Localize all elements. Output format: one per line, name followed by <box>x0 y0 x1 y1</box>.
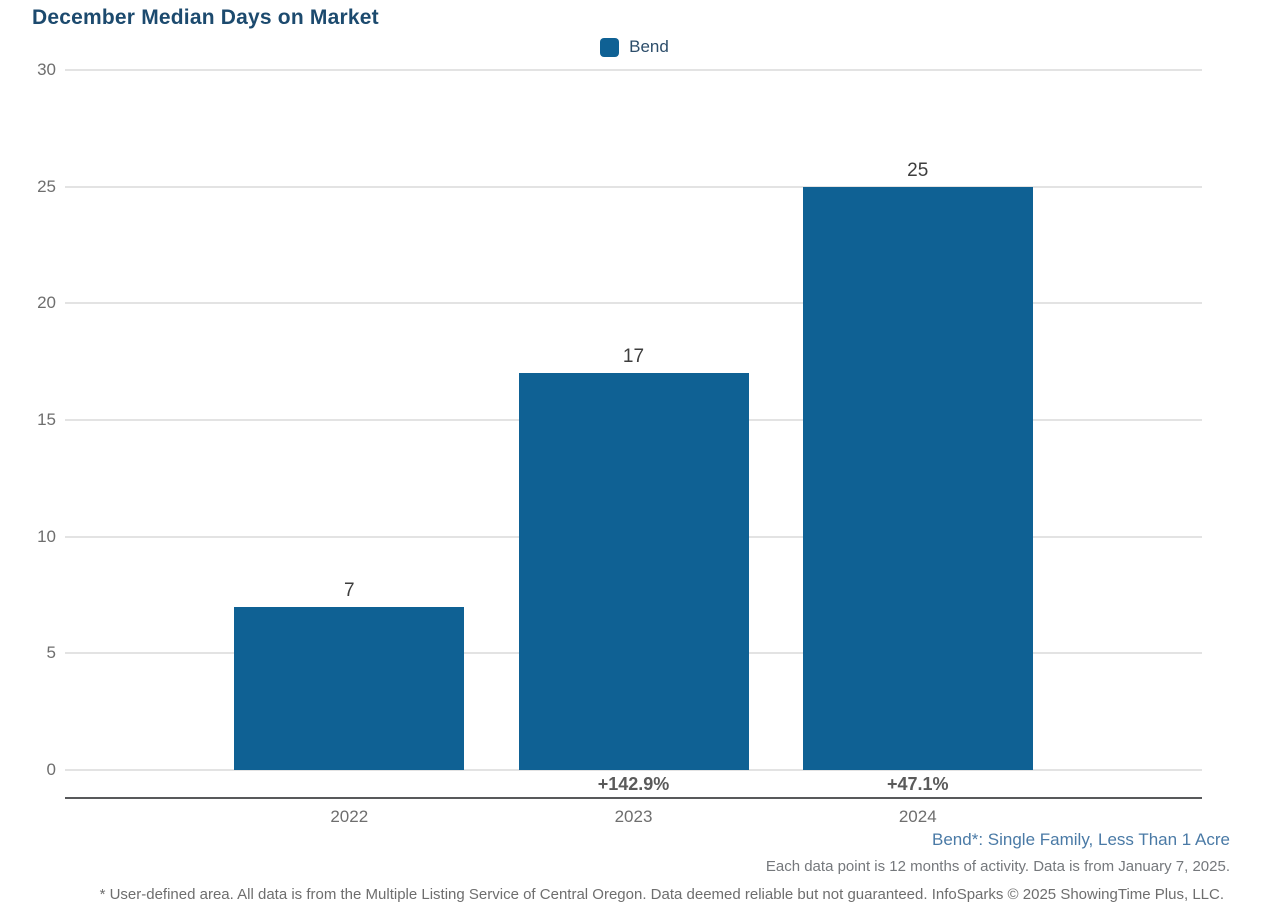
gridline <box>65 769 1202 771</box>
gridline <box>65 185 1202 188</box>
chart-title: December Median Days on Market <box>32 6 379 29</box>
y-tick-label: 20 <box>37 293 56 313</box>
legend-item-bend[interactable]: Bend <box>600 37 669 57</box>
gridline <box>65 302 1202 305</box>
footnote-data-point-note: Each data point is 12 months of activity… <box>765 858 1230 875</box>
y-tick-label: 30 <box>37 60 56 79</box>
pct-change-label: +47.1% <box>886 774 949 794</box>
x-axis-line <box>65 797 1202 799</box>
bar-2023[interactable] <box>518 373 749 770</box>
footnote-series-definition: Bend*: Single Family, Less Than 1 Acre <box>932 830 1230 849</box>
bar-value-label: 7 <box>343 579 355 601</box>
gridline <box>65 69 1202 71</box>
bar-2022[interactable] <box>234 606 465 770</box>
y-tick-label: 0 <box>46 760 56 779</box>
y-tick-label: 25 <box>37 176 56 196</box>
x-tick-label: 2024 <box>898 807 937 826</box>
pct-change-label: +142.9% <box>597 774 670 794</box>
bar-value-label: 25 <box>907 159 929 181</box>
y-tick-label: 10 <box>37 526 56 546</box>
legend-label: Bend <box>629 37 669 56</box>
footnote-disclaimer: * User-defined area. All data is from th… <box>99 886 1224 903</box>
x-tick-label: 2022 <box>330 807 369 826</box>
y-tick-label: 15 <box>37 410 56 429</box>
bar-value-label: 17 <box>622 346 645 368</box>
y-tick-label: 5 <box>46 643 56 663</box>
bar-2024[interactable] <box>802 186 1033 770</box>
legend-swatch-icon <box>600 37 620 57</box>
x-tick-label: 2023 <box>614 807 653 826</box>
legend: Bend <box>0 37 1269 57</box>
